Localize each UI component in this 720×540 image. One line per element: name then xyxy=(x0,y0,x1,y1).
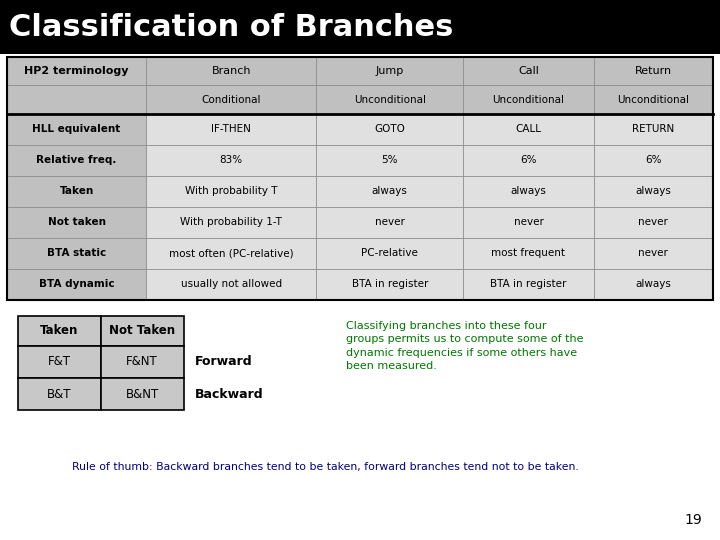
FancyBboxPatch shape xyxy=(18,316,101,346)
Text: 6%: 6% xyxy=(645,156,662,165)
Text: never: never xyxy=(375,217,405,227)
Text: BTA dynamic: BTA dynamic xyxy=(39,279,114,289)
FancyBboxPatch shape xyxy=(146,85,316,114)
Text: never: never xyxy=(513,217,544,227)
FancyBboxPatch shape xyxy=(594,269,713,300)
FancyBboxPatch shape xyxy=(101,378,184,410)
FancyBboxPatch shape xyxy=(7,114,146,145)
Text: Forward: Forward xyxy=(194,355,252,368)
FancyBboxPatch shape xyxy=(7,176,146,207)
FancyBboxPatch shape xyxy=(146,145,316,176)
Text: Unconditional: Unconditional xyxy=(492,94,564,105)
Text: Branch: Branch xyxy=(212,66,251,76)
Text: always: always xyxy=(636,186,671,197)
FancyBboxPatch shape xyxy=(7,57,146,85)
Text: Not Taken: Not Taken xyxy=(109,324,175,338)
Text: BTA static: BTA static xyxy=(47,248,106,258)
FancyBboxPatch shape xyxy=(463,114,594,145)
Text: Backward: Backward xyxy=(194,388,263,401)
Text: Conditional: Conditional xyxy=(202,94,261,105)
Text: CALL: CALL xyxy=(516,124,541,134)
Text: Taken: Taken xyxy=(40,324,78,338)
Text: 6%: 6% xyxy=(521,156,536,165)
FancyBboxPatch shape xyxy=(7,238,146,269)
FancyBboxPatch shape xyxy=(7,85,146,114)
FancyBboxPatch shape xyxy=(101,316,184,346)
FancyBboxPatch shape xyxy=(146,57,316,85)
Text: HP2 terminology: HP2 terminology xyxy=(24,66,129,76)
FancyBboxPatch shape xyxy=(594,207,713,238)
FancyBboxPatch shape xyxy=(316,207,463,238)
FancyBboxPatch shape xyxy=(7,269,146,300)
FancyBboxPatch shape xyxy=(594,145,713,176)
Text: Relative freq.: Relative freq. xyxy=(37,156,117,165)
Text: With probability 1-T: With probability 1-T xyxy=(180,217,282,227)
FancyBboxPatch shape xyxy=(316,85,463,114)
Text: F&NT: F&NT xyxy=(126,355,158,368)
Text: BTA in register: BTA in register xyxy=(490,279,567,289)
FancyBboxPatch shape xyxy=(463,238,594,269)
Text: GOTO: GOTO xyxy=(374,124,405,134)
Text: Call: Call xyxy=(518,66,539,76)
Text: 19: 19 xyxy=(684,512,702,526)
FancyBboxPatch shape xyxy=(146,207,316,238)
Text: always: always xyxy=(510,186,546,197)
FancyBboxPatch shape xyxy=(146,114,316,145)
Text: BTA in register: BTA in register xyxy=(351,279,428,289)
Text: HLL equivalent: HLL equivalent xyxy=(32,124,121,134)
FancyBboxPatch shape xyxy=(594,238,713,269)
FancyBboxPatch shape xyxy=(7,207,146,238)
Text: F&T: F&T xyxy=(48,355,71,368)
Text: RETURN: RETURN xyxy=(632,124,675,134)
Text: never: never xyxy=(639,217,668,227)
Text: 83%: 83% xyxy=(220,156,243,165)
FancyBboxPatch shape xyxy=(316,57,463,85)
FancyBboxPatch shape xyxy=(18,378,101,410)
Text: B&T: B&T xyxy=(47,388,72,401)
Text: Classifying branches into these four
groups permits us to compute some of the
dy: Classifying branches into these four gro… xyxy=(346,321,583,371)
Text: Unconditional: Unconditional xyxy=(617,94,689,105)
FancyBboxPatch shape xyxy=(463,269,594,300)
FancyBboxPatch shape xyxy=(316,269,463,300)
FancyBboxPatch shape xyxy=(146,238,316,269)
Text: always: always xyxy=(636,279,671,289)
FancyBboxPatch shape xyxy=(463,176,594,207)
Text: Classification of Branches: Classification of Branches xyxy=(9,12,453,42)
Text: usually not allowed: usually not allowed xyxy=(181,279,282,289)
Text: Not taken: Not taken xyxy=(48,217,106,227)
FancyBboxPatch shape xyxy=(316,176,463,207)
Text: Jump: Jump xyxy=(376,66,404,76)
Text: most often (PC-relative): most often (PC-relative) xyxy=(169,248,294,258)
FancyBboxPatch shape xyxy=(463,207,594,238)
FancyBboxPatch shape xyxy=(0,0,720,54)
FancyBboxPatch shape xyxy=(463,85,594,114)
FancyBboxPatch shape xyxy=(316,114,463,145)
Text: always: always xyxy=(372,186,408,197)
FancyBboxPatch shape xyxy=(146,269,316,300)
FancyBboxPatch shape xyxy=(18,346,101,378)
FancyBboxPatch shape xyxy=(594,176,713,207)
FancyBboxPatch shape xyxy=(594,114,713,145)
FancyBboxPatch shape xyxy=(594,85,713,114)
FancyBboxPatch shape xyxy=(463,145,594,176)
Text: never: never xyxy=(639,248,668,258)
Text: 5%: 5% xyxy=(382,156,398,165)
Text: IF-THEN: IF-THEN xyxy=(211,124,251,134)
Text: Taken: Taken xyxy=(60,186,94,197)
Text: PC-relative: PC-relative xyxy=(361,248,418,258)
FancyBboxPatch shape xyxy=(146,176,316,207)
FancyBboxPatch shape xyxy=(463,57,594,85)
Text: Unconditional: Unconditional xyxy=(354,94,426,105)
FancyBboxPatch shape xyxy=(101,346,184,378)
FancyBboxPatch shape xyxy=(594,57,713,85)
FancyBboxPatch shape xyxy=(316,145,463,176)
Text: B&NT: B&NT xyxy=(125,388,159,401)
Text: Return: Return xyxy=(635,66,672,76)
Text: most frequent: most frequent xyxy=(492,248,565,258)
Text: With probability T: With probability T xyxy=(185,186,277,197)
FancyBboxPatch shape xyxy=(7,145,146,176)
FancyBboxPatch shape xyxy=(316,238,463,269)
Text: Rule of thumb: Backward branches tend to be taken, forward branches tend not to : Rule of thumb: Backward branches tend to… xyxy=(72,462,579,472)
